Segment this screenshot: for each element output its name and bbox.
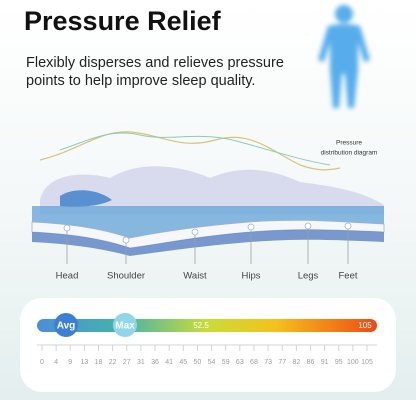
diagram-caption: Pressure xyxy=(336,140,362,147)
max-label: Max xyxy=(115,321,135,332)
mattress-top xyxy=(32,206,384,238)
marker-dot xyxy=(191,228,199,236)
tick-label: 77 xyxy=(278,359,286,366)
tick-label: 27 xyxy=(123,359,131,366)
tick-label: 91 xyxy=(321,359,329,366)
tick-label: 4 xyxy=(54,359,58,366)
tick-label: 9 xyxy=(68,359,72,366)
tick-label: 63 xyxy=(236,359,244,366)
tick-label: 22 xyxy=(109,359,117,366)
pressure-curve xyxy=(59,132,331,166)
avg-badge xyxy=(54,313,78,337)
diagram-caption: distribution diagram xyxy=(321,150,378,157)
marker-dot xyxy=(247,223,255,231)
tick-label: 50 xyxy=(194,359,202,366)
body-label: Legs xyxy=(298,271,319,282)
description: Flexibly disperses and relieves pressure xyxy=(26,55,284,71)
marker-group: Head Shoulder Waist Hips Legs Feet xyxy=(56,222,358,282)
mattress-base xyxy=(32,229,384,256)
tick-label: 41 xyxy=(165,359,173,366)
body-label: Hips xyxy=(241,271,260,282)
body-label: Feet xyxy=(338,271,357,282)
end-label: 105 xyxy=(358,321,372,330)
tick-label: 31 xyxy=(137,359,145,366)
tick-label: 95 xyxy=(335,359,343,366)
tick-label: 82 xyxy=(292,359,300,366)
body-label: Head xyxy=(56,271,79,282)
tick-label: 0 xyxy=(40,359,44,366)
marker-dot xyxy=(344,222,352,230)
tick-group: 0 4 9 13 18 22 27 31 36 41 45 50 54 59 63 68 73 77 82 86 91 9… xyxy=(40,345,373,366)
tick-label: 86 xyxy=(307,359,315,366)
avg-label: Avg xyxy=(57,321,76,332)
max-badge xyxy=(113,313,137,337)
mid-label: 52.5 xyxy=(193,321,209,330)
tick-label: 73 xyxy=(264,359,272,366)
pressure-curve xyxy=(39,131,341,171)
tick-label: 18 xyxy=(95,359,103,366)
title: Pressure Relief xyxy=(24,6,222,36)
tick-label: 54 xyxy=(208,359,216,366)
marker-dot xyxy=(63,224,71,232)
marker-dot xyxy=(304,222,312,230)
tick-label: 68 xyxy=(250,359,258,366)
body-figure xyxy=(318,5,370,108)
marker-dot xyxy=(122,236,130,244)
body-label: Waist xyxy=(183,271,207,282)
pillow xyxy=(60,190,112,207)
tick-label: 59 xyxy=(222,359,230,366)
tick-label: 105 xyxy=(361,359,373,366)
body-label: Shoulder xyxy=(107,271,145,282)
description: points to help improve sleep quality. xyxy=(26,73,255,89)
tick-label: 100 xyxy=(347,359,359,366)
tick-label: 13 xyxy=(80,359,88,366)
body-silhouette xyxy=(40,166,384,214)
tick-label: 36 xyxy=(151,359,159,366)
tick-label: 45 xyxy=(179,359,187,366)
